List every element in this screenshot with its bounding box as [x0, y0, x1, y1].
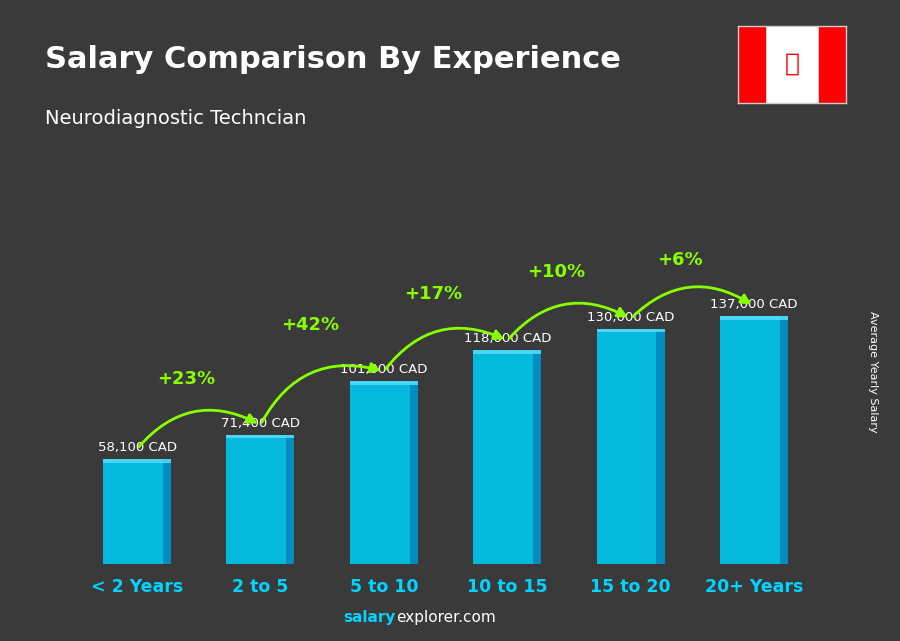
Text: Neurodiagnostic Techncian: Neurodiagnostic Techncian: [45, 109, 306, 128]
FancyBboxPatch shape: [350, 381, 418, 564]
FancyBboxPatch shape: [720, 316, 788, 564]
Text: Average Yearly Salary: Average Yearly Salary: [868, 311, 878, 433]
FancyBboxPatch shape: [350, 381, 418, 385]
FancyBboxPatch shape: [227, 435, 294, 438]
Text: salary: salary: [344, 610, 396, 625]
FancyBboxPatch shape: [227, 435, 294, 564]
Text: 71,400 CAD: 71,400 CAD: [220, 417, 300, 430]
Text: 130,000 CAD: 130,000 CAD: [587, 311, 674, 324]
FancyBboxPatch shape: [779, 316, 788, 564]
Bar: [819, 26, 846, 103]
FancyBboxPatch shape: [163, 459, 171, 564]
Bar: [738, 26, 765, 103]
FancyBboxPatch shape: [286, 435, 294, 564]
FancyBboxPatch shape: [104, 459, 171, 564]
Text: 118,000 CAD: 118,000 CAD: [464, 333, 551, 345]
Text: 🍁: 🍁: [785, 52, 799, 76]
FancyBboxPatch shape: [656, 329, 664, 564]
FancyBboxPatch shape: [533, 351, 541, 564]
Text: explorer.com: explorer.com: [396, 610, 496, 625]
Text: Salary Comparison By Experience: Salary Comparison By Experience: [45, 45, 621, 74]
Text: +6%: +6%: [657, 251, 703, 269]
FancyBboxPatch shape: [720, 316, 788, 320]
FancyBboxPatch shape: [597, 329, 664, 332]
FancyBboxPatch shape: [597, 329, 664, 564]
FancyBboxPatch shape: [473, 351, 541, 564]
FancyBboxPatch shape: [104, 459, 171, 463]
FancyBboxPatch shape: [473, 351, 541, 354]
Text: +17%: +17%: [404, 285, 463, 303]
FancyBboxPatch shape: [410, 381, 418, 564]
Text: +10%: +10%: [527, 263, 586, 281]
Text: +23%: +23%: [158, 370, 215, 388]
Text: +42%: +42%: [281, 316, 338, 334]
Text: 58,100 CAD: 58,100 CAD: [97, 441, 176, 454]
Text: 137,000 CAD: 137,000 CAD: [710, 298, 797, 311]
Text: 101,000 CAD: 101,000 CAD: [340, 363, 428, 376]
